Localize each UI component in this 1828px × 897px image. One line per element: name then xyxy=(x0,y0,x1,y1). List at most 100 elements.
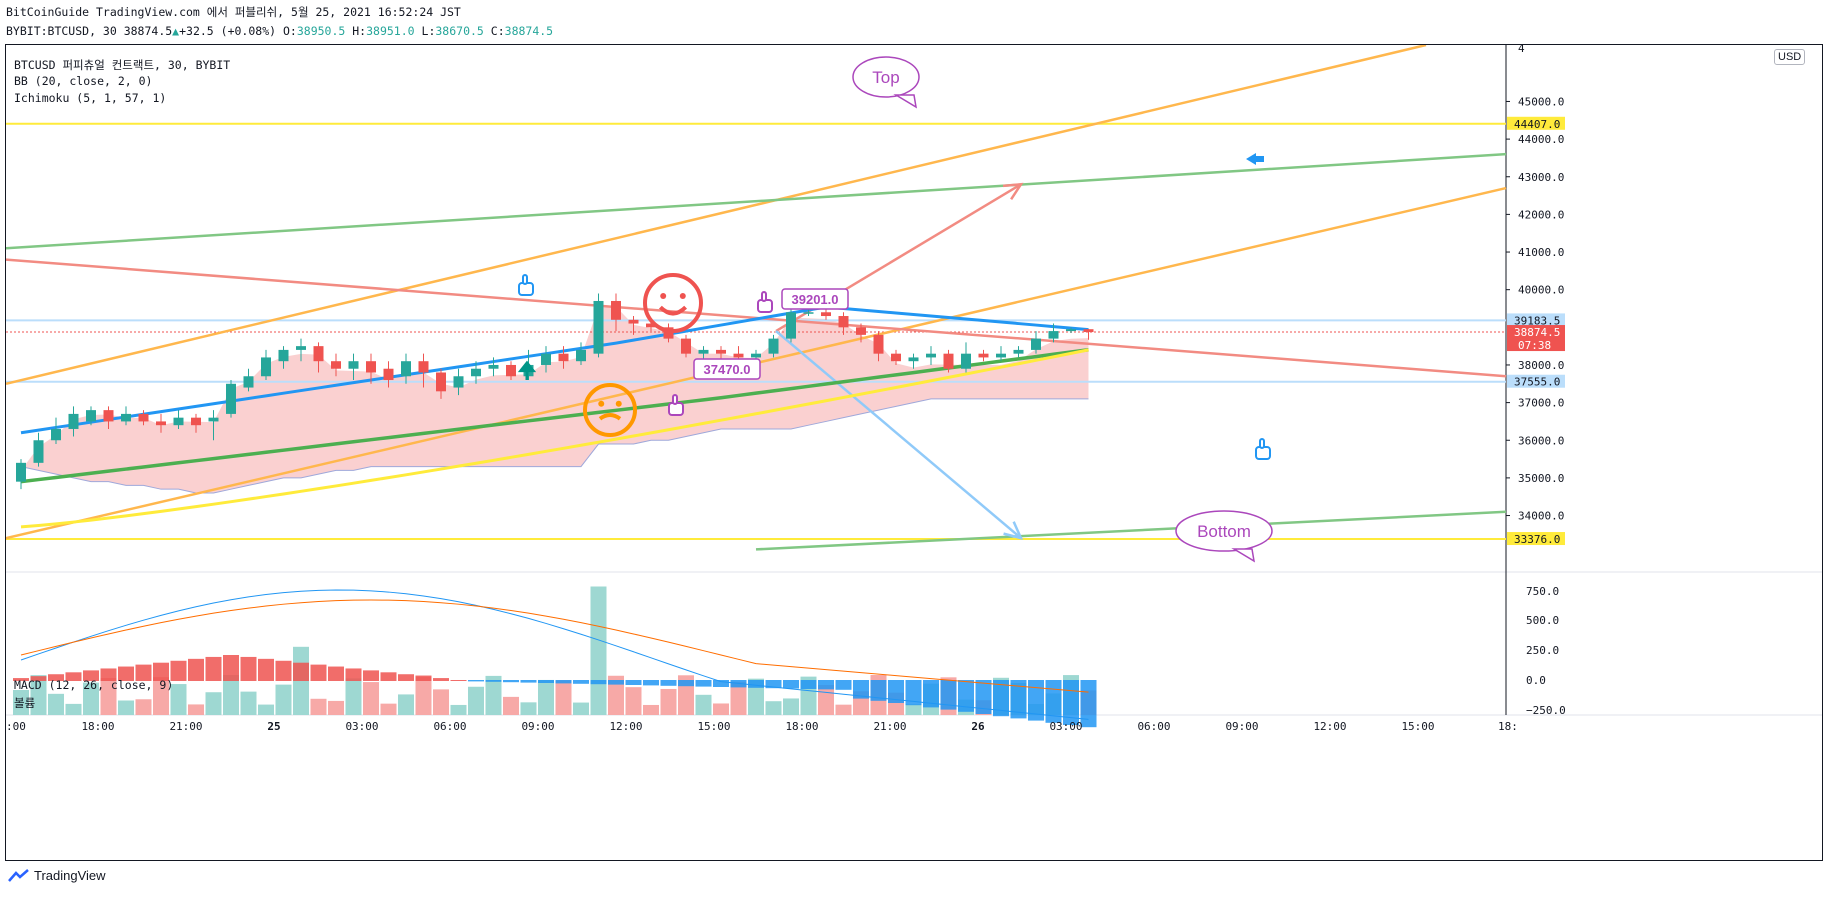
volume-bar xyxy=(818,685,834,715)
macd-histogram-bar xyxy=(83,670,99,681)
left-arrow-icon xyxy=(1246,153,1256,165)
time-tick-label: 25 xyxy=(267,720,280,733)
macd-histogram-bar xyxy=(310,664,327,681)
bottom-callout-bubble xyxy=(1175,510,1273,552)
price-label-bg xyxy=(1507,532,1565,546)
macd-histogram-bar xyxy=(363,670,379,681)
macd-histogram-bar xyxy=(450,680,467,681)
candle-body xyxy=(191,417,201,426)
candle-body xyxy=(663,327,674,339)
price-annotation-low-value: 37470.0 xyxy=(704,362,751,377)
macd-histogram-bar xyxy=(555,680,572,684)
price-label-current: 38874.5 xyxy=(1514,326,1560,339)
macd-tick-label: 500.0 xyxy=(1526,614,1559,627)
ichimoku-lagging-line xyxy=(20,348,1089,529)
candle-body xyxy=(611,300,621,320)
candle-body xyxy=(1048,331,1059,339)
close-value: 38874.5 xyxy=(504,24,554,38)
price-label-bg xyxy=(1507,325,1565,352)
candle-body xyxy=(926,353,936,358)
time-tick-label-partial: 18: xyxy=(1498,720,1518,733)
currency-badge[interactable]: USD xyxy=(1774,49,1806,65)
price-annotation-high-value: 39201.0 xyxy=(792,292,839,307)
green-upper-trendline xyxy=(6,152,1507,250)
volume-bar xyxy=(503,696,519,715)
volume-bar xyxy=(240,691,257,715)
candle-body xyxy=(628,319,639,324)
macd-tick-label: −250.0 xyxy=(1526,704,1566,717)
macd-histogram-bar xyxy=(328,666,344,681)
candle-body xyxy=(86,410,96,422)
macd-histogram-bar xyxy=(65,672,82,681)
macd-histogram-bar xyxy=(800,680,817,689)
tradingview-logo-icon xyxy=(8,868,29,882)
price-tick-label: 34000.0 xyxy=(1518,510,1564,523)
candle-body xyxy=(16,462,26,482)
time-tick-label: 26 xyxy=(971,720,985,733)
happy-smiley-icon-mouth xyxy=(658,305,688,316)
pointing-hand-icon-finger xyxy=(672,394,678,405)
chart-frame[interactable]: 45000.0 44000.0 43000.0 42000.0 41000.0 40000… xyxy=(5,44,1823,861)
price-label-yellow: 33376.0 xyxy=(1514,533,1560,546)
macd-histogram-bar xyxy=(100,668,117,681)
macd-line xyxy=(20,589,1089,720)
candle-body xyxy=(541,353,551,365)
price-tick-label: 43000.0 xyxy=(1518,171,1564,184)
footer-brand: TradingView xyxy=(34,868,106,883)
volume-bar xyxy=(520,702,537,715)
price-label-blue: 39183.5 xyxy=(1514,314,1560,327)
legend-ichimoku: Ichimoku (5, 1, 57, 1) xyxy=(14,91,167,105)
volume-bar xyxy=(468,686,484,715)
macd-histogram-bar xyxy=(30,676,47,681)
volume-bar xyxy=(783,698,799,715)
pointing-hand-icon-finger xyxy=(522,274,528,285)
macd-histogram-bar xyxy=(678,680,694,687)
candle-body xyxy=(68,413,79,429)
macd-histogram-bar xyxy=(538,680,554,683)
volume-bar xyxy=(48,693,64,715)
volume-bar xyxy=(415,675,432,715)
volume-bar xyxy=(380,703,397,715)
bottom-callout-label: Bottom xyxy=(1197,522,1251,541)
bearish-projection-arrow-head xyxy=(1003,521,1024,540)
candle-body xyxy=(208,417,219,422)
time-tick-label: 12:00 xyxy=(609,720,642,733)
change-up-icon: ▲ xyxy=(172,24,180,38)
volume-bar xyxy=(118,700,134,715)
price-annotation-high-box xyxy=(781,288,849,310)
macd-histogram-bar xyxy=(923,680,939,708)
legend-bb: BB (20, close, 2, 0) xyxy=(14,74,153,88)
volume-bar xyxy=(30,675,47,715)
candle-body xyxy=(436,372,446,392)
time-tick-label: 03:00 xyxy=(345,720,378,733)
macd-histogram-bar xyxy=(835,680,852,690)
candle-body xyxy=(296,346,306,350)
chart-canvas[interactable]: 45000.0 44000.0 43000.0 42000.0 41000.0 40000… xyxy=(6,45,1822,860)
macd-histogram-bar xyxy=(275,660,292,681)
candle-body xyxy=(51,428,61,441)
legend-macd: MACD (12, 26, close, 9) xyxy=(14,678,174,692)
volume-bar xyxy=(205,692,222,715)
candle-body xyxy=(1031,338,1041,350)
macd-histogram-bar xyxy=(223,655,239,681)
high-value: 38951.0 xyxy=(366,24,415,38)
volume-bar xyxy=(905,704,922,715)
candle-body xyxy=(856,327,866,335)
bollinger-upper-band xyxy=(20,305,1089,435)
macd-histogram-bar xyxy=(398,674,414,681)
macd-histogram-bar xyxy=(870,680,887,701)
candle-body xyxy=(768,338,779,354)
candle-body xyxy=(681,338,691,354)
volume-bar xyxy=(398,694,414,715)
candle-body xyxy=(366,361,376,373)
volume-bar xyxy=(328,700,344,715)
tradingview-logo[interactable]: TradingView xyxy=(8,868,106,883)
candle-body xyxy=(733,353,744,358)
macd-histogram-bar xyxy=(853,680,869,699)
macd-histogram-bar xyxy=(153,662,169,681)
volume-bar xyxy=(695,694,712,715)
volume-bar xyxy=(345,678,362,715)
candle-body xyxy=(156,421,166,426)
legend-symbol: BTCUSD 퍼피츄얼 컨트랙트, 30, BYBIT xyxy=(14,58,231,72)
bullish-projection-arrow-head xyxy=(1002,182,1024,201)
